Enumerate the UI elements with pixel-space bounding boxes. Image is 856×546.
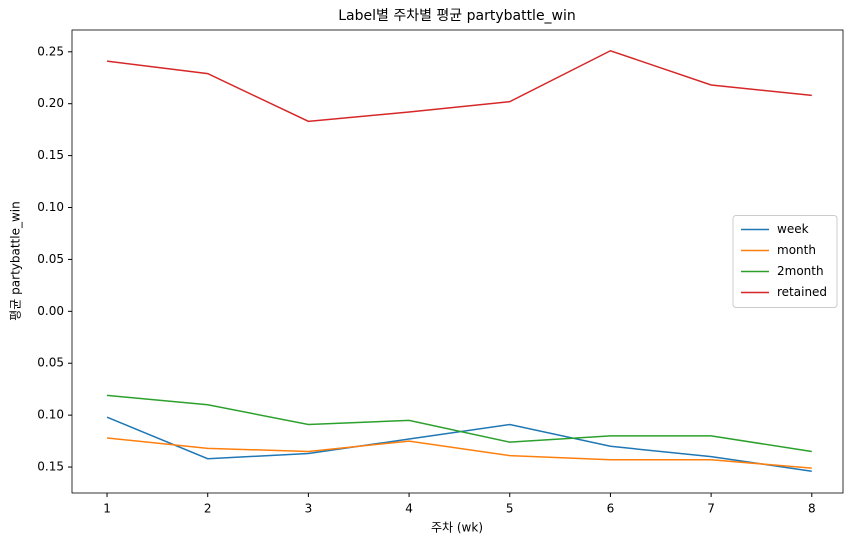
line bbox=[106, 394, 812, 453]
y-tick-label: 0.00 bbox=[37, 304, 64, 318]
legend-label: 2month bbox=[777, 264, 824, 278]
x-tick-label: 8 bbox=[808, 502, 816, 516]
line bbox=[106, 437, 812, 469]
chart-title: Label별 주차별 평균 partybattle_win bbox=[338, 8, 576, 24]
legend-label: month bbox=[777, 243, 816, 257]
y-axis-label: 평균 partybattle_win bbox=[9, 201, 23, 320]
legend-label: retained bbox=[777, 285, 827, 299]
x-tick-label: 6 bbox=[607, 502, 615, 516]
y-tick-label: 0.05 bbox=[37, 252, 64, 266]
legend-label: week bbox=[777, 222, 809, 236]
y-tick-label: 0.10 bbox=[37, 200, 64, 214]
y-tick-label: 0.15 bbox=[37, 460, 64, 474]
x-tick-label: 3 bbox=[305, 502, 313, 516]
x-tick-label: 7 bbox=[707, 502, 715, 516]
y-tick-label: 0.05 bbox=[37, 356, 64, 370]
plot-frame bbox=[71, 29, 844, 494]
line bbox=[106, 416, 812, 472]
y-tick-label: 0.25 bbox=[37, 44, 64, 58]
y-tick-label: 0.15 bbox=[37, 148, 64, 162]
x-tick-label: 4 bbox=[405, 502, 413, 516]
legend-box bbox=[732, 215, 838, 308]
x-tick-label: 2 bbox=[204, 502, 212, 516]
x-axis-label: 주차 (wk) bbox=[431, 521, 483, 535]
x-tick-label: 1 bbox=[103, 502, 111, 516]
y-tick-label: 0.10 bbox=[37, 408, 64, 422]
x-tick-label: 5 bbox=[506, 502, 514, 516]
line bbox=[106, 49, 812, 123]
y-tick-label: 0.20 bbox=[37, 96, 64, 110]
